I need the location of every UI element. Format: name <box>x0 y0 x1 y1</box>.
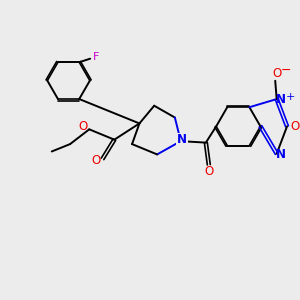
Text: O: O <box>92 154 101 167</box>
Text: O: O <box>272 67 281 80</box>
Text: O: O <box>291 120 300 133</box>
Text: N: N <box>276 93 286 106</box>
Text: −: − <box>280 64 291 77</box>
Text: O: O <box>204 165 213 178</box>
Text: N: N <box>177 134 187 146</box>
Text: N: N <box>276 148 286 161</box>
Text: F: F <box>93 52 99 61</box>
Text: O: O <box>78 121 87 134</box>
Text: +: + <box>285 92 295 102</box>
